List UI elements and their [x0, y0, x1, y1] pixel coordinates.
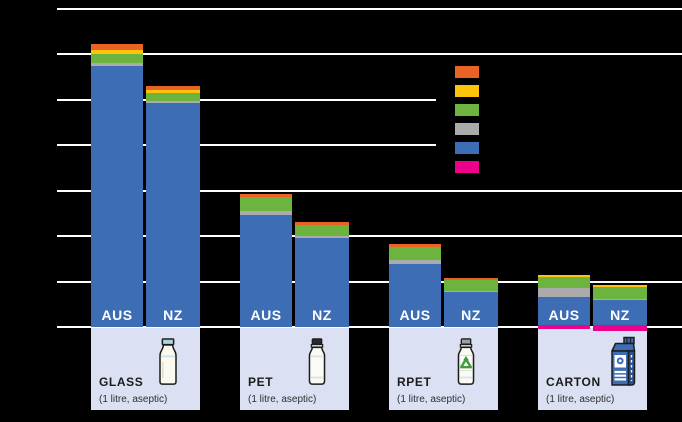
legend-swatch-gray: [455, 123, 479, 135]
bar-carton-nz: NZ: [593, 285, 647, 327]
bar-segment-orange: [295, 222, 349, 225]
category-panel-rpet: RPET (1 litre, aseptic): [389, 328, 498, 410]
category-panel-pet: PET (1 litre, aseptic): [240, 328, 349, 410]
bar-segment-blue: [444, 292, 498, 327]
bar-glass-nz: NZ: [146, 86, 200, 327]
bar-segment-gray: [593, 298, 647, 300]
legend: [436, 58, 682, 185]
category-sublabel: (1 litre, aseptic): [248, 394, 317, 405]
bar-segment-gray: [295, 235, 349, 238]
bar-segment-gray: [240, 210, 292, 215]
bar-segment-green: [146, 93, 200, 102]
bar-segment-gray: [538, 287, 590, 297]
bar-segment-magenta: [538, 325, 590, 329]
bar-segment-green: [240, 197, 292, 211]
bar-segment-yellow: [593, 285, 647, 288]
gridline: [57, 235, 682, 238]
bar-segment-green: [444, 279, 498, 291]
carton-icon: [611, 336, 636, 386]
legend-swatch-green: [455, 104, 479, 116]
gridline: [57, 8, 682, 10]
bar-segment-blue: [146, 102, 200, 327]
category-sublabel: (1 litre, aseptic): [99, 394, 168, 405]
category-label: PET: [248, 375, 274, 389]
bar-segment-blue: [538, 296, 590, 327]
bar-segment-magenta: [593, 325, 647, 331]
category-label: CARTON: [546, 375, 601, 389]
bar-segment-blue: [295, 237, 349, 328]
bar-pet-nz: NZ: [295, 222, 349, 328]
bar-segment-green: [91, 53, 143, 63]
bar-segment-gray: [146, 101, 200, 103]
category-panel-glass: GLASS (1 litre, aseptic): [91, 328, 200, 410]
bar-segment-orange: [444, 277, 498, 280]
bar-pet-aus: AUS: [240, 194, 292, 327]
bar-segment-blue: [91, 66, 143, 327]
bar-segment-gray: [91, 62, 143, 67]
bar-segment-blue: [389, 263, 441, 327]
bar-country-label: NZ: [610, 307, 630, 323]
bar-segment-blue: [593, 299, 647, 327]
bar-rpet-aus: AUS: [389, 244, 441, 327]
bar-segment-orange: [91, 44, 143, 51]
category-panel-carton: CARTON (1 litre, aseptic): [538, 328, 647, 410]
bar-rpet-nz: NZ: [444, 277, 498, 328]
legend-swatch-orange: [455, 66, 479, 78]
bar-country-label: AUS: [250, 307, 282, 323]
bar-segment-yellow: [91, 50, 143, 54]
bar-country-label: AUS: [399, 307, 431, 323]
bar-segment-blue: [240, 214, 292, 327]
category-sublabel: (1 litre, aseptic): [397, 394, 466, 405]
pet-bottle-icon: [308, 338, 326, 385]
bar-segment-yellow: [538, 275, 590, 278]
bar-segment-gray: [444, 290, 498, 293]
bar-country-label: NZ: [163, 307, 183, 323]
bar-segment-orange: [240, 194, 292, 198]
bar-segment-gray: [389, 259, 441, 264]
bar-segment-orange: [389, 244, 441, 247]
bar-segment-green: [538, 277, 590, 288]
bar-country-label: NZ: [461, 307, 481, 323]
bar-segment-green: [593, 287, 647, 299]
legend-swatch-yellow: [455, 85, 479, 97]
bar-segment-green: [295, 224, 349, 236]
bar-carton-aus: AUS: [538, 275, 590, 327]
bar-country-label: AUS: [101, 307, 133, 323]
gridline: [57, 144, 682, 147]
bar-country-label: AUS: [548, 307, 580, 323]
legend-swatch-magenta: [455, 161, 479, 173]
legend-swatch-blue: [455, 142, 479, 154]
bar-segment-green: [389, 246, 441, 260]
gridline: [57, 98, 682, 101]
gridline: [57, 189, 682, 192]
glass-bottle-icon: [159, 338, 177, 385]
category-label: RPET: [397, 375, 432, 389]
gridline: [57, 280, 682, 283]
gridline: [57, 53, 682, 56]
category-sublabel: (1 litre, aseptic): [546, 394, 615, 405]
rpet-bottle-icon: [457, 338, 475, 385]
bar-segment-orange: [146, 86, 200, 91]
category-label: GLASS: [99, 375, 144, 389]
bar-segment-yellow: [146, 90, 200, 93]
bar-country-label: NZ: [312, 307, 332, 323]
gridline: [57, 326, 682, 328]
bar-glass-aus: AUS: [91, 44, 143, 327]
